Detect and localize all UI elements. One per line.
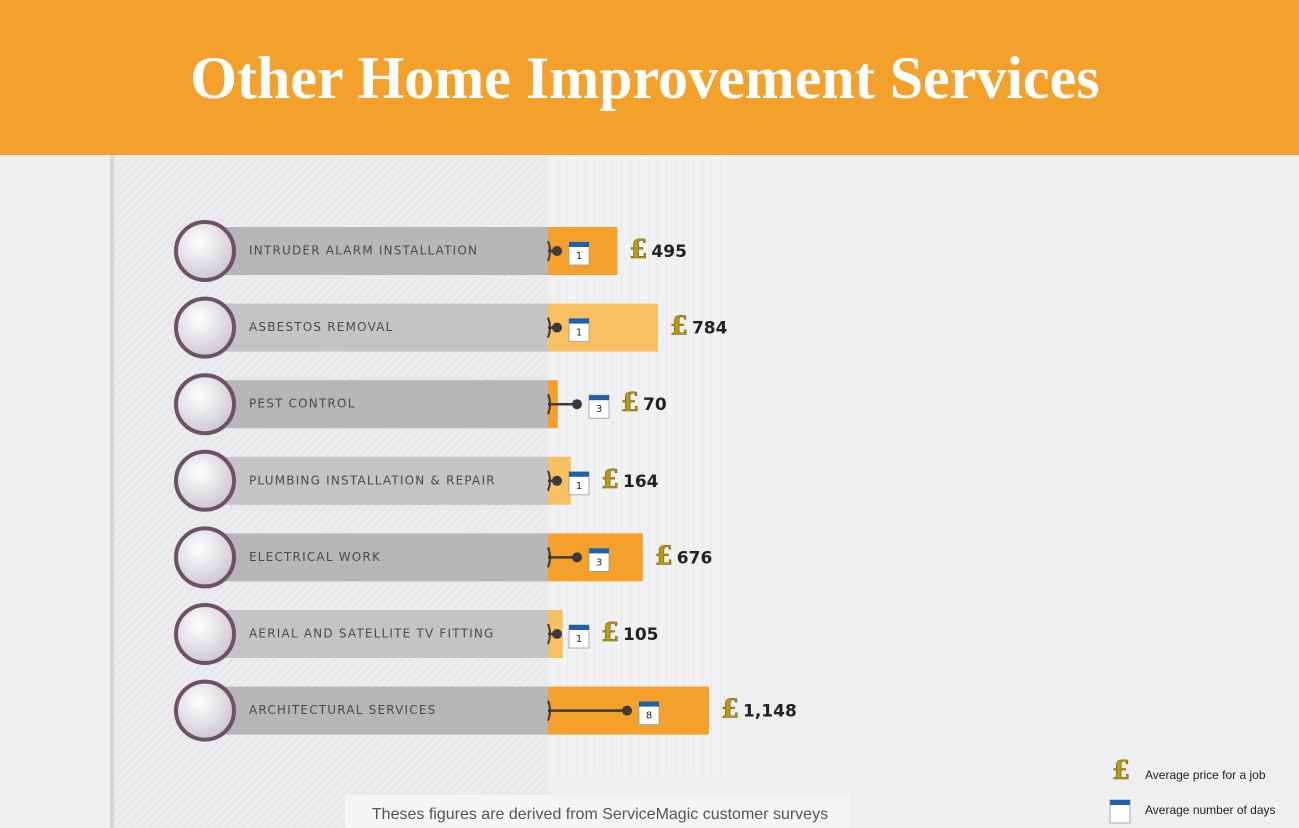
row: AERIAL AND SATELLITE TV FITTING 1 £105 [174,603,659,665]
row: INTRUDER ALARM INSTALLATION 1 £495 [174,220,687,282]
calendar-top [589,395,609,401]
days-tick [547,317,551,338]
panel-edge [110,155,114,828]
legend-currency-icon: £ [1112,756,1130,786]
row: PLUMBING INSTALLATION & REPAIR 1 £164 [174,449,659,512]
currency-icon: £ [601,465,619,495]
price-bar [548,303,658,352]
calendar-top [639,701,659,707]
category-band [215,456,548,505]
days-dot [572,399,582,410]
days-dot [552,629,562,639]
category-band [215,380,548,429]
currency-icon: £ [670,312,688,342]
days-dot [552,322,562,333]
days-label: 1 [576,251,582,262]
days-dot [622,705,632,716]
calendar-top [569,625,589,630]
legend: £ Average price for a job Average number o… [1109,756,1276,824]
calendar-top [589,548,609,554]
icon [174,220,236,282]
days-tick [547,240,551,262]
days-dot [552,475,562,486]
days-tick [547,700,551,721]
currency-icon: £ [629,235,647,265]
calendar-top [569,471,589,477]
row: PEST CONTROL 3 £70 [174,373,667,436]
currency-icon: £ [601,618,619,648]
category-band [215,227,548,275]
category-band [215,686,548,735]
days-label: 8 [646,711,652,722]
category-label: PEST CONTROL [249,397,356,411]
icon [174,373,236,436]
row: ASBESTOS REMOVAL 1 £784 [174,296,728,359]
price-label: 784 [692,319,728,339]
footnote: Theses figures are derived from ServiceM… [372,806,828,823]
icon [174,603,236,665]
days-tick [547,623,551,645]
price-label: 495 [651,242,687,262]
legend-label: Average number of days [1145,803,1276,817]
note-box [345,795,850,828]
header-band [0,0,1299,155]
calendar-top [569,318,589,324]
category-label: ASBESTOS REMOVAL [249,320,394,334]
price-label: 676 [677,548,713,568]
row: ARCHITECTURAL SERVICES 8 £1,148 [174,679,797,742]
category-label: AERIAL AND SATELLITE TV FITTING [249,627,495,641]
price-label: 1,148 [743,702,797,722]
row: ELECTRICAL WORK 3 £676 [174,526,713,589]
category-label: PLUMBING INSTALLATION & REPAIR [249,473,496,487]
days-dot [572,552,582,563]
days-dot [552,246,562,256]
category-band [215,303,548,352]
icon [174,679,236,742]
category-band [215,533,548,582]
category-label: ARCHITECTURAL SERVICES [249,703,436,717]
category-band [215,610,548,658]
price-label: 164 [623,472,659,492]
legend-label: Average price for a job [1145,768,1266,782]
calendar-top [569,242,589,247]
calendar-top [1110,800,1130,805]
chart-title: Other Home Improvement Services [190,45,1099,111]
price-label: 70 [643,395,667,415]
icon [174,526,236,589]
icon [174,449,236,512]
rows: INTRUDER ALARM INSTALLATION 1 £495 ASBESTOS… [174,220,797,742]
category-label: ELECTRICAL WORK [249,550,381,564]
days-label: 1 [576,328,582,339]
price-label: 105 [623,625,659,645]
category-label: INTRUDER ALARM INSTALLATION [249,244,478,258]
days-tick [547,393,551,415]
days-tick [547,547,551,568]
days-label: 1 [576,481,582,492]
days-label: 1 [576,634,582,645]
days-label: 3 [596,404,602,415]
days-label: 3 [596,557,602,568]
icon [174,296,236,359]
currency-icon: £ [621,388,639,418]
currency-icon: £ [721,695,739,725]
days-tick [547,470,551,492]
currency-icon: £ [655,541,673,571]
